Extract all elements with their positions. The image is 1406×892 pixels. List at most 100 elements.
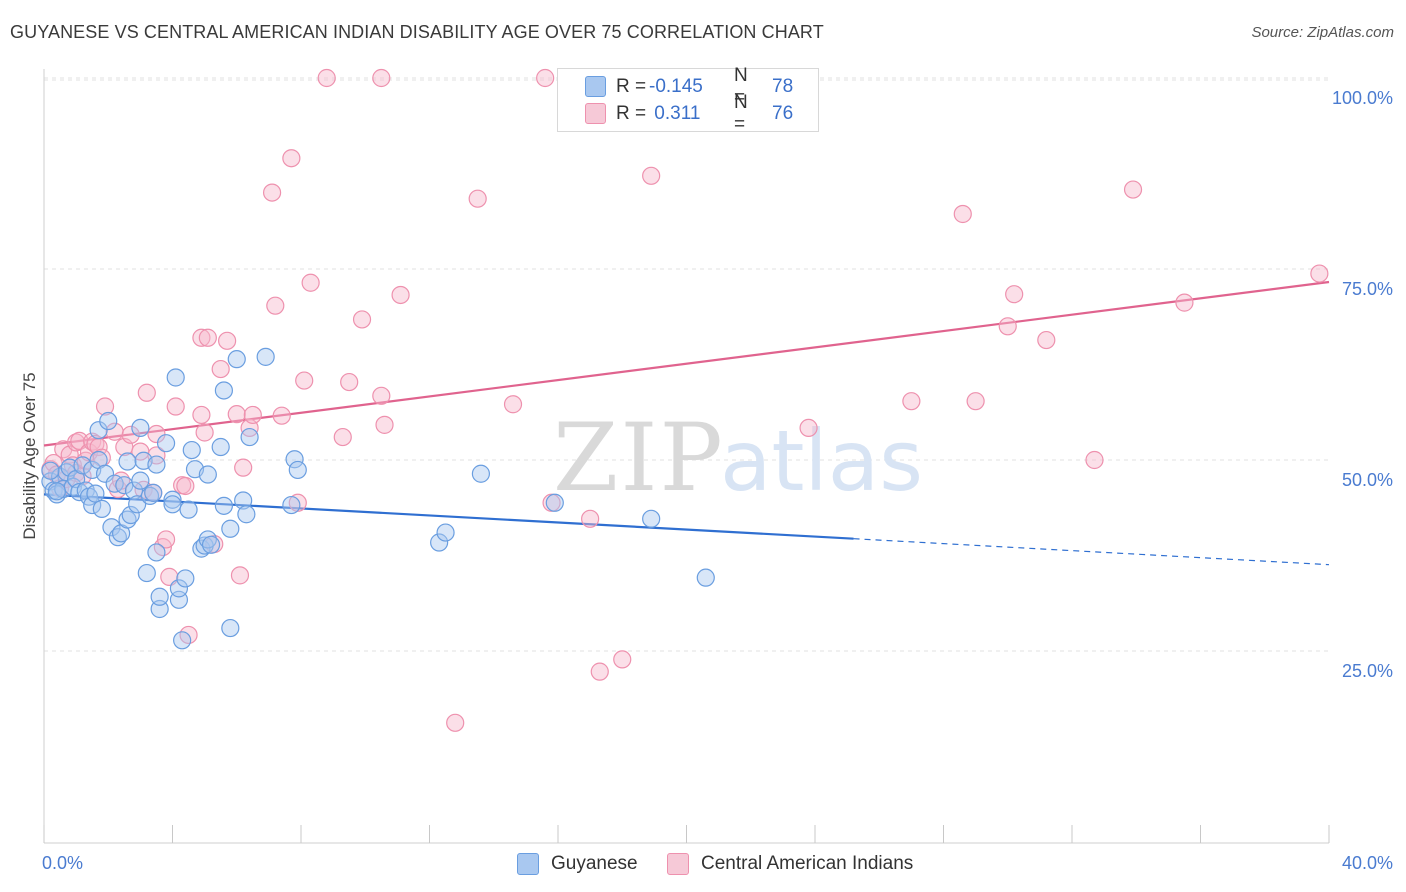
bottom-legend-swatch-pink: [667, 853, 689, 875]
trend-line-guyanese-extension: [853, 538, 1330, 566]
point-central-american-indians: [272, 406, 291, 425]
legend-r-label: R =: [616, 102, 647, 124]
point-guyanese: [105, 474, 124, 493]
point-guyanese: [288, 460, 307, 480]
point-guyanese: [131, 418, 150, 438]
point-central-american-indians: [243, 405, 262, 425]
point-central-american-indians: [902, 392, 921, 411]
point-guyanese: [182, 440, 201, 460]
point-guyanese: [41, 461, 60, 480]
watermark: ZIP atlas: [553, 404, 923, 513]
point-guyanese: [92, 499, 111, 518]
point-guyanese: [285, 450, 304, 469]
point-central-american-indians: [446, 713, 465, 732]
legend-swatch-blue: [585, 76, 606, 97]
point-guyanese: [147, 455, 166, 474]
axes-layer: [43, 69, 1330, 844]
point-guyanese: [102, 518, 121, 537]
point-central-american-indians: [642, 166, 661, 185]
point-central-american-indians: [95, 397, 115, 416]
point-guyanese: [156, 434, 176, 453]
point-guyanese: [144, 483, 163, 502]
point-guyanese: [471, 464, 490, 483]
point-guyanese: [221, 519, 240, 538]
point-guyanese: [256, 347, 275, 366]
point-guyanese: [179, 500, 198, 519]
point-central-american-indians: [156, 530, 176, 549]
point-guyanese: [124, 481, 144, 500]
point-guyanese: [198, 465, 217, 484]
point-guyanese: [642, 509, 661, 528]
point-guyanese: [140, 486, 160, 506]
legend-n-value: 78: [772, 75, 794, 97]
watermark-zip: ZIP: [553, 404, 725, 513]
point-central-american-indians: [352, 310, 372, 329]
point-central-american-indians: [1310, 264, 1329, 283]
point-guyanese: [227, 350, 246, 369]
point-guyanese: [121, 505, 140, 525]
point-central-american-indians: [1005, 285, 1024, 304]
point-guyanese: [173, 631, 192, 650]
point-guyanese: [198, 530, 217, 549]
bottom-legend-label: Guyanese: [551, 853, 638, 874]
point-guyanese: [192, 539, 211, 558]
point-guyanese: [163, 495, 182, 514]
point-central-american-indians: [266, 296, 285, 315]
y-tick-label: 50.0%: [1342, 470, 1393, 490]
point-guyanese: [73, 456, 92, 475]
point-central-american-indians: [198, 328, 217, 347]
point-central-american-indians: [372, 386, 391, 405]
point-central-american-indians: [581, 509, 600, 528]
point-central-american-indians: [195, 423, 214, 442]
bottom-legend-swatch-blue: [517, 853, 539, 875]
point-guyanese: [214, 381, 233, 400]
trend-line-guyanese: [43, 493, 854, 540]
legend-r-label: R =: [616, 75, 647, 97]
point-guyanese: [89, 421, 108, 440]
trend-layer: [43, 280, 1330, 566]
point-central-american-indians: [192, 328, 211, 347]
point-central-american-indians: [147, 424, 166, 444]
point-guyanese: [201, 535, 221, 554]
point-central-american-indians: [227, 405, 246, 424]
point-central-american-indians: [536, 68, 555, 88]
point-guyanese: [696, 568, 715, 587]
point-guyanese: [545, 493, 564, 512]
point-central-american-indians: [211, 359, 230, 379]
point-guyanese: [118, 452, 137, 471]
point-guyanese: [176, 569, 195, 588]
point-central-american-indians: [176, 476, 195, 496]
point-central-american-indians: [137, 383, 156, 402]
point-central-american-indians: [1123, 180, 1143, 199]
point-central-american-indians: [613, 650, 632, 669]
point-guyanese: [282, 495, 301, 515]
watermark-atlas: atlas: [720, 412, 923, 510]
point-guyanese: [234, 491, 253, 510]
point-guyanese: [240, 427, 259, 447]
y-axis-title: Disability Age Over 75: [20, 372, 39, 539]
bottom-legend-central-american-indians: Central American Indians: [667, 852, 913, 876]
point-guyanese: [95, 464, 115, 483]
points-layer: [41, 68, 1329, 732]
point-guyanese: [147, 543, 166, 562]
point-central-american-indians: [333, 427, 352, 447]
point-central-american-indians: [295, 371, 314, 390]
point-guyanese: [137, 563, 156, 583]
point-guyanese: [70, 482, 89, 502]
point-central-american-indians: [234, 458, 253, 477]
y-tick-label: 25.0%: [1342, 661, 1393, 681]
point-guyanese: [169, 579, 189, 598]
x-tick-label: 0.0%: [42, 853, 83, 873]
bottom-legend-label: Central American Indians: [701, 853, 914, 874]
point-central-american-indians: [1175, 293, 1194, 312]
chart-source: Source: ZipAtlas.com: [1251, 24, 1394, 41]
point-guyanese: [150, 587, 169, 606]
point-guyanese: [430, 533, 449, 552]
point-central-american-indians: [372, 68, 391, 88]
point-central-american-indians: [218, 331, 237, 350]
legend-n-label: N =: [734, 64, 748, 108]
legend-n-label: N =: [734, 91, 748, 135]
y-tick-label: 100.0%: [1332, 88, 1393, 108]
x-tick-label: 40.0%: [1342, 853, 1393, 873]
